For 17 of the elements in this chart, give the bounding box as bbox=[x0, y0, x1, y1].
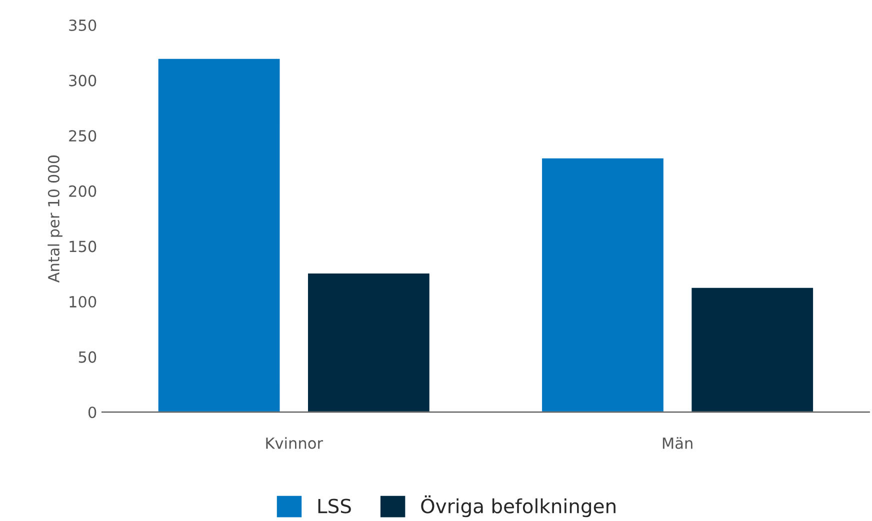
legend-label: LSS bbox=[318, 498, 351, 514]
y-tick-label: 300 bbox=[69, 74, 96, 86]
y-tick-label: 50 bbox=[78, 351, 96, 363]
bar bbox=[690, 286, 814, 412]
y-tick-label: 100 bbox=[70, 296, 96, 308]
y-tick-label: 150 bbox=[70, 240, 96, 252]
y-tick-label: 250 bbox=[69, 130, 96, 142]
bar bbox=[156, 57, 282, 412]
y-axis-title: Antal per 10 000 bbox=[48, 155, 62, 283]
bar bbox=[540, 157, 665, 412]
x-tick-label: Män bbox=[662, 437, 692, 449]
y-tick-label: 0 bbox=[88, 406, 96, 418]
x-tick-label: Kvinnor bbox=[266, 437, 324, 449]
y-tick-label: 200 bbox=[69, 185, 96, 197]
legend-label: Övriga befolkningen bbox=[421, 495, 616, 518]
y-tick-label: 350 bbox=[69, 19, 96, 32]
bar bbox=[306, 272, 431, 412]
